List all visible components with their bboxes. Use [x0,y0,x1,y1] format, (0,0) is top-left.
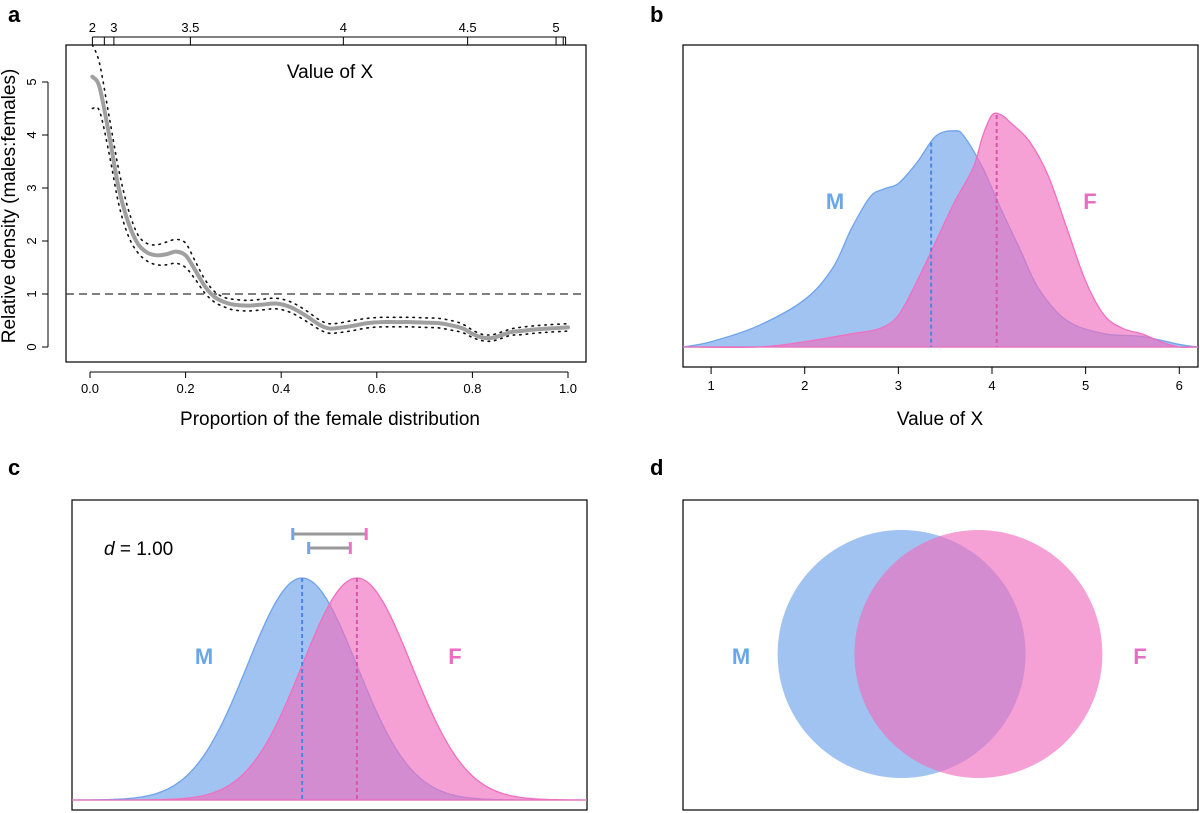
panel-b-x-label: Value of X [897,409,984,430]
series-f-density [682,112,1199,349]
top-axis-label: Value of X [287,62,374,83]
top-tick-label: 3 [110,20,117,35]
series-f-normal-curve [72,577,587,801]
panel-a-y-label: Relative density (males:females) [0,69,20,344]
x-tick-label: 0.2 [177,381,195,396]
panel-label-a: a [8,2,21,27]
y-tick-label: 5 [24,78,39,85]
top-tick-label: 3.5 [181,20,199,35]
effect-size-symbol: d [104,539,116,560]
venn-label-m: M [732,644,750,669]
top-tick-label: 4 [340,20,347,35]
panel-d: d M F [650,455,1199,811]
x-tick-label: 3 [895,378,902,393]
panel-d-frame [682,499,1199,811]
panel-b-x-axis: 1 2 3 4 5 6 [707,367,1183,393]
venn-circle-f [854,530,1103,778]
panel-a-x-label: Proportion of the female distribution [180,409,480,430]
venn-label-f: F [1133,644,1146,669]
panel-b: b M F 1 2 3 4 5 6 Value of X [650,2,1199,430]
effect-size-annotation: d = 1.00 [104,539,173,560]
x-tick-label: 5 [1082,378,1089,393]
y-tick-label: 2 [24,237,39,244]
panel-a-frame [65,44,587,363]
panel-a-top-axis: 2 3 3.5 4 4.5 5 [89,20,567,45]
interval-bars [291,528,368,554]
confidence-bands [91,44,569,343]
x-tick-label: 1 [707,378,714,393]
x-tick-label: 0.8 [463,381,481,396]
y-tick-label: 0 [24,343,39,350]
top-tick-label: 4.5 [459,20,477,35]
series-f-label: F [448,644,461,669]
top-tick-label: 5 [552,20,559,35]
ci-upper-line [91,44,569,336]
x-tick-label: 0.4 [272,381,290,396]
ci-lower-line [91,106,569,343]
panel-b-frame [682,44,1199,368]
series-m-label: M [195,644,213,669]
relative-density-curve [90,74,570,341]
panel-c: c d = 1.00 M F [8,455,588,811]
panel-a-y-axis: 0 1 2 3 4 5 [24,78,49,351]
effect-size-value: = 1.00 [120,539,173,560]
y-tick-label: 1 [24,290,39,297]
y-tick-label: 4 [24,131,39,138]
x-tick-label: 6 [1176,378,1183,393]
panel-label-c: c [8,455,20,480]
x-tick-label: 2 [801,378,808,393]
top-tick-label: 2 [89,20,96,35]
series-m-label: M [826,189,844,214]
panel-c-frame [71,499,588,811]
x-tick-label: 0.0 [81,381,99,396]
panel-label-d: d [650,455,663,480]
x-tick-label: 1.0 [559,381,577,396]
panel-label-b: b [650,2,663,27]
series-f-label: F [1083,189,1096,214]
x-tick-label: 4 [988,378,995,393]
y-tick-label: 3 [24,184,39,191]
x-tick-label: 0.6 [368,381,386,396]
panel-a-x-axis: 0.0 0.2 0.4 0.6 0.8 1.0 [81,371,577,396]
